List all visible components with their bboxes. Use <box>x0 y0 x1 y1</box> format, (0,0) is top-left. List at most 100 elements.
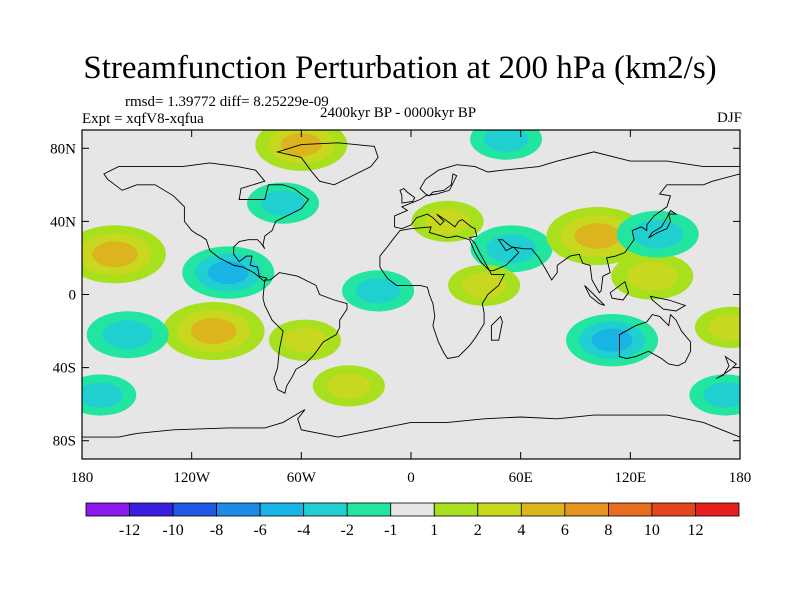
coastline-greenland <box>275 142 379 186</box>
season-label: DJF <box>716 110 742 126</box>
y-tick-label: 40S <box>53 361 76 377</box>
period-label: 2400kyr BP - 0000kyr BP <box>320 105 477 121</box>
coastline-madagascar <box>490 315 503 341</box>
colorbar-label: 1 <box>430 522 438 539</box>
colorbar-label: -2 <box>341 522 354 539</box>
contour-band <box>708 314 740 341</box>
anomaly-cell <box>182 246 275 299</box>
colorbar: -12 -10 -8 -6 -4 -2 -1 1 2 4 6 8 10 12 <box>85 502 740 539</box>
contour-band <box>92 241 138 268</box>
contour-band <box>82 382 123 408</box>
coastline-antarctica <box>82 409 740 438</box>
x-tick-label: 120E <box>614 470 646 486</box>
contour-band <box>461 272 507 299</box>
anomaly-cell <box>566 313 659 367</box>
contour-band <box>486 234 537 264</box>
contour-band <box>355 278 401 304</box>
colorbar-label: -1 <box>384 522 397 539</box>
x-tick-label: 0 <box>407 470 415 486</box>
coastline-australia <box>618 313 692 367</box>
colorbar-swatch <box>608 502 653 517</box>
anomaly-cell <box>82 225 166 284</box>
x-tick-label: 180 <box>71 470 94 486</box>
colorbar-label: 2 <box>474 522 482 539</box>
y-tick-label: 80S <box>53 434 76 450</box>
colorbar-swatch <box>303 502 348 517</box>
colorbar-swatch <box>564 502 609 517</box>
anomaly-cell <box>162 302 265 361</box>
colorbar-swatch <box>346 502 392 517</box>
contour-band <box>703 382 740 408</box>
colorbar-swatch <box>129 502 174 517</box>
coastline-africa <box>379 226 505 359</box>
contour-band <box>282 327 328 353</box>
y-tick-label: 40N <box>50 214 76 230</box>
contour-band <box>632 219 683 249</box>
stats-label: rmsd= 1.39772 diff= 8.25229e-09 <box>125 94 329 110</box>
coastline-indonesia <box>584 280 687 312</box>
coastline-south-america <box>262 272 348 394</box>
contour-band <box>207 260 249 285</box>
coastline-new-zealand <box>715 355 738 380</box>
colorbar-label: -12 <box>119 522 140 539</box>
colorbar-swatch <box>390 502 435 517</box>
colorbar-swatch <box>216 502 261 517</box>
anomaly-cell <box>448 264 521 306</box>
colorbar-label: 4 <box>517 522 525 539</box>
anomaly-cell <box>694 306 740 348</box>
anomaly-cell <box>611 252 694 300</box>
colorbar-swatch <box>520 502 566 517</box>
colorbar-swatch <box>651 502 696 517</box>
anomaly-cell <box>268 319 341 361</box>
anomaly-cell <box>342 270 415 312</box>
colorbar-swatch <box>259 502 305 517</box>
anomaly-cell <box>86 311 169 359</box>
colorbar-label: -10 <box>162 522 183 539</box>
x-tick-label: 60E <box>509 470 533 486</box>
colorbar-label: -4 <box>297 522 310 539</box>
contour-band <box>591 328 633 352</box>
contour-band <box>190 318 237 344</box>
anomaly-cell <box>616 210 699 258</box>
contour-band <box>326 373 372 399</box>
chart-title: Streamfunction Perturbation at 200 hPa (… <box>83 50 717 86</box>
experiment-label: Expt = xqfV8-xqfua <box>82 111 204 127</box>
colorbar-swatch <box>695 502 740 517</box>
anomaly-cell <box>546 207 649 266</box>
x-tick-label: 120W <box>173 470 211 486</box>
colorbar-label: 6 <box>561 522 569 539</box>
colorbar-swatch <box>85 502 130 517</box>
colorbar-swatch <box>172 502 218 517</box>
y-axis: 80N 40N 0 40S 80S <box>50 141 740 450</box>
coastline-north-america <box>103 162 310 283</box>
x-tick-label: 180 <box>729 470 752 486</box>
y-tick-label: 0 <box>69 288 77 304</box>
coastline-eurasia <box>394 151 740 294</box>
colorbar-label: 8 <box>604 522 612 539</box>
contour-band <box>260 190 306 216</box>
coastline-japan <box>648 209 678 239</box>
anomaly-cell <box>247 182 320 224</box>
anomaly-cell <box>470 225 553 273</box>
colorbar-swatch <box>433 502 479 517</box>
contour-layer <box>82 130 740 416</box>
y-tick-label: 80N <box>50 141 76 157</box>
coastline-uk <box>399 187 416 204</box>
contour-band <box>102 320 153 350</box>
x-axis: 180 120W 60W 0 60E 120E 180 <box>71 130 752 486</box>
anomaly-cell <box>312 365 385 407</box>
anomaly-cell <box>470 130 543 160</box>
anomaly-cell <box>689 374 740 416</box>
contour-band <box>574 223 621 249</box>
colorbar-swatch <box>477 502 522 517</box>
colorbar-label: 12 <box>687 522 703 539</box>
contour-band <box>627 261 678 291</box>
colorbar-label: -6 <box>253 522 266 539</box>
coastline-layer <box>82 142 740 438</box>
colorbar-label: -8 <box>210 522 223 539</box>
contour-band <box>483 130 529 152</box>
anomaly-cell <box>82 374 137 416</box>
colorbar-label: 10 <box>644 522 660 539</box>
x-tick-label: 60W <box>287 470 317 486</box>
